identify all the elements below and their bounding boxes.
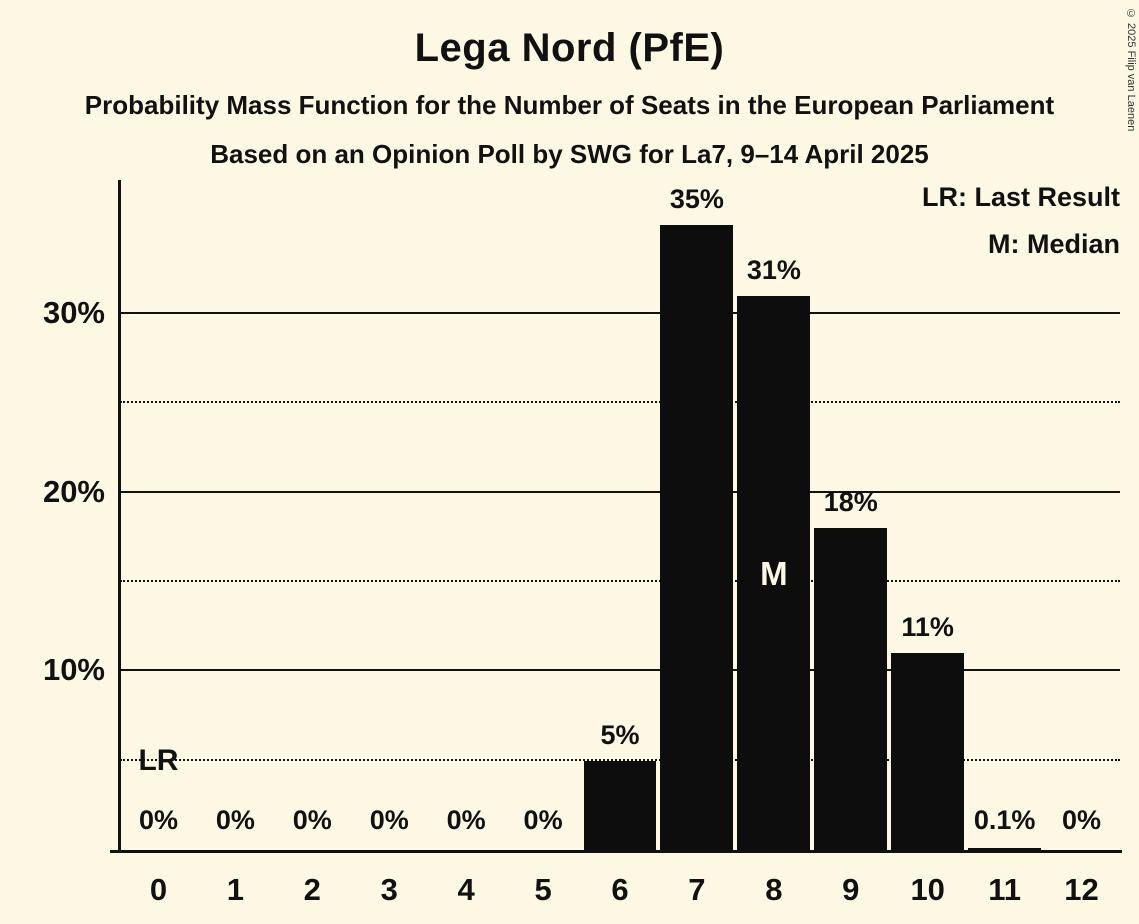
bar-value-label-3: 0%: [369, 805, 409, 835]
x-axis-label-1: 1: [226, 872, 244, 907]
copyright-notice: © 2025 Filip van Laenen: [1125, 8, 1137, 132]
x-axis-label-2: 2: [303, 872, 321, 907]
gridline-solid-20: [120, 490, 1120, 493]
x-axis-label-10: 10: [910, 872, 945, 907]
bar-value-label-2: 0%: [292, 805, 332, 835]
chart-title: Lega Nord (PfE): [414, 26, 725, 70]
bar-seat-9: [814, 528, 888, 850]
bar-value-label-6: 5%: [600, 719, 640, 750]
legend-last-result: LR: Last Result: [921, 182, 1120, 212]
y-tick-label-30: 30%: [42, 295, 105, 330]
bar-seat-11: [968, 848, 1042, 850]
x-axis-label-6: 6: [611, 872, 629, 907]
bar-value-label-9: 18%: [823, 487, 878, 518]
gridline-dotted-15: [120, 580, 1120, 582]
bar-seat-10: [891, 653, 965, 850]
bar-value-label-4: 0%: [446, 805, 486, 835]
column-seat-8: 31% 8 M: [735, 180, 812, 907]
plot-area: LR: Last Result M: Median 10% 20% 30% 0% 0 LR…: [43, 180, 1122, 907]
bar-value-label-12: 0%: [1062, 805, 1102, 835]
bar-value-label-1: 0%: [215, 805, 255, 835]
x-axis-label-0: 0: [149, 872, 168, 907]
chart-subtitle: Probability Mass Function for the Number…: [84, 90, 1055, 120]
chart-legend: LR: Last Result M: Median: [922, 184, 1120, 278]
bar-value-label-0: 0%: [138, 805, 178, 835]
column-seat-9: 18% 9: [812, 180, 889, 907]
x-axis-label-8: 8: [765, 872, 783, 907]
column-seat-1: 0% 1: [197, 180, 274, 907]
median-marker: M: [760, 555, 788, 593]
column-seat-12: 0% 12: [1043, 180, 1120, 907]
column-seat-3: 0% 3: [351, 180, 428, 907]
gridline-dotted-25: [120, 401, 1120, 404]
bar-value-label-11: 0.1%: [973, 805, 1036, 835]
column-seat-7: 35% 7: [658, 180, 735, 907]
column-seat-4: 0% 4: [428, 180, 505, 907]
bar-seat-7: [660, 224, 734, 850]
bar-value-label-10: 11%: [901, 612, 954, 643]
column-seat-2: 0% 2: [274, 180, 351, 907]
chart-subtitle-poll: Based on an Opinion Poll by SWG for La7,…: [210, 139, 929, 169]
gridline-dotted-5: [120, 758, 1120, 761]
gridline-solid-10: [120, 669, 1120, 672]
column-seat-10: 11% 10: [889, 180, 966, 907]
legend-median: M: Median: [988, 229, 1120, 259]
bar-value-label-5: 0%: [523, 805, 563, 835]
bar-seat-8: [737, 296, 811, 850]
y-axis-line: [118, 180, 121, 853]
column-seat-6: 5% 6: [582, 180, 659, 907]
x-axis-label-5: 5: [534, 872, 552, 907]
y-tick-label-10: 10%: [42, 652, 105, 688]
x-axis-label-3: 3: [380, 872, 398, 907]
x-axis-label-4: 4: [457, 872, 475, 907]
column-seat-0: 0% 0 LR: [120, 180, 197, 907]
bar-value-label-8: 31%: [746, 255, 801, 286]
x-axis-label-7: 7: [688, 872, 706, 907]
x-axis-label-11: 11: [988, 872, 1021, 907]
x-axis-label-12: 12: [1064, 872, 1099, 907]
y-tick-label-20: 20%: [42, 473, 105, 509]
x-axis-label-9: 9: [842, 872, 860, 907]
x-axis-line: [110, 850, 1122, 853]
bar-seat-6: [583, 760, 657, 850]
column-seat-11: 0.1% 11: [966, 180, 1043, 907]
last-result-marker: LR: [138, 744, 179, 777]
column-seat-5: 0% 5: [505, 180, 582, 907]
bar-value-label-7: 35%: [669, 183, 724, 214]
gridline-solid-30: [120, 312, 1120, 314]
